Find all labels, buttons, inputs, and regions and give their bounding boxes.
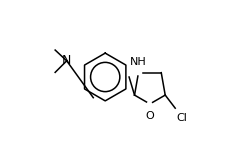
Text: Cl: Cl [176,113,187,123]
Text: O: O [145,111,154,121]
Text: NH: NH [130,57,147,67]
Text: N: N [62,54,71,67]
